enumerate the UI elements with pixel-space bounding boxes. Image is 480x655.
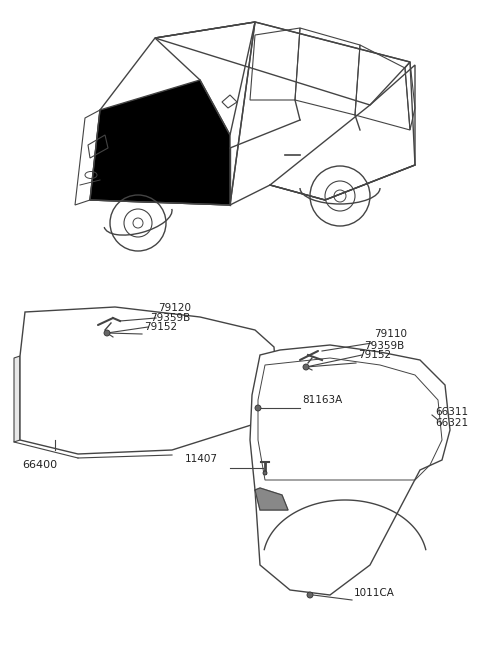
Text: 66321: 66321 bbox=[435, 418, 468, 428]
Polygon shape bbox=[90, 80, 230, 205]
Polygon shape bbox=[250, 345, 450, 595]
Polygon shape bbox=[255, 488, 288, 510]
Polygon shape bbox=[14, 356, 20, 442]
Circle shape bbox=[307, 592, 313, 598]
Text: 79359B: 79359B bbox=[364, 341, 404, 351]
Text: 79152: 79152 bbox=[358, 350, 391, 360]
Text: 66400: 66400 bbox=[22, 460, 57, 470]
Text: 66311: 66311 bbox=[435, 407, 468, 417]
Text: 79359B: 79359B bbox=[150, 313, 190, 323]
Circle shape bbox=[303, 364, 309, 370]
Circle shape bbox=[255, 405, 261, 411]
Polygon shape bbox=[20, 307, 277, 454]
Text: 81163A: 81163A bbox=[302, 395, 342, 405]
Text: 79110: 79110 bbox=[374, 329, 407, 339]
Text: 79120: 79120 bbox=[158, 303, 191, 313]
Circle shape bbox=[263, 471, 267, 475]
Text: 79152: 79152 bbox=[144, 322, 177, 332]
Text: 1011CA: 1011CA bbox=[354, 588, 395, 598]
Text: 11407: 11407 bbox=[185, 454, 218, 464]
Circle shape bbox=[104, 330, 110, 336]
